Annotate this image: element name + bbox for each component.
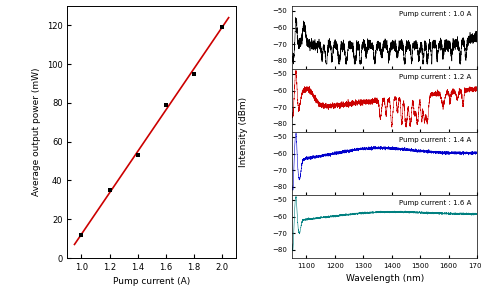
Y-axis label: Average output power (mW): Average output power (mW): [32, 68, 41, 196]
Text: Pump current : 1.2 A: Pump current : 1.2 A: [400, 74, 471, 80]
Text: Pump current : 1.4 A: Pump current : 1.4 A: [400, 137, 471, 143]
Text: Intensity (dBm): Intensity (dBm): [239, 97, 248, 167]
Text: Pump current : 1.0 A: Pump current : 1.0 A: [399, 11, 471, 17]
X-axis label: Pump current (A): Pump current (A): [113, 278, 190, 286]
Text: Pump current : 1.6 A: Pump current : 1.6 A: [399, 200, 471, 206]
X-axis label: Wavelength (nm): Wavelength (nm): [346, 274, 424, 284]
